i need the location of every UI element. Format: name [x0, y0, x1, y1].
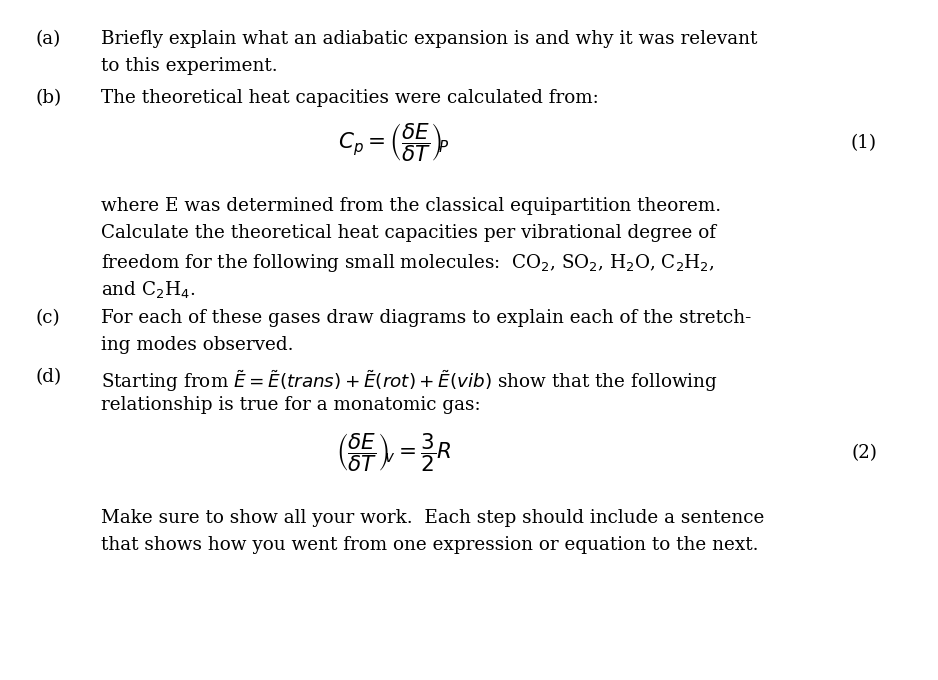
- Text: For each of these gases draw diagrams to explain each of the stretch-: For each of these gases draw diagrams to…: [101, 309, 751, 326]
- Text: (1): (1): [851, 134, 877, 152]
- Text: Make sure to show all your work.  Each step should include a sentence: Make sure to show all your work. Each st…: [101, 509, 764, 526]
- Text: $C_p = \left(\dfrac{\delta E}{\delta T}\right)_{\!\!P}$: $C_p = \left(\dfrac{\delta E}{\delta T}\…: [339, 122, 449, 164]
- Text: (c): (c): [36, 309, 60, 326]
- Text: Briefly explain what an adiabatic expansion is and why it was relevant: Briefly explain what an adiabatic expans…: [101, 30, 758, 48]
- Text: (a): (a): [36, 30, 61, 48]
- Text: (2): (2): [851, 444, 877, 462]
- Text: (b): (b): [36, 89, 62, 107]
- Text: Calculate the theoretical heat capacities per vibrational degree of: Calculate the theoretical heat capacitie…: [101, 224, 717, 242]
- Text: $\left(\dfrac{\delta E}{\delta T}\right)_{\!\!v} = \dfrac{3}{2}R$: $\left(\dfrac{\delta E}{\delta T}\right)…: [336, 432, 452, 474]
- Text: ing modes observed.: ing modes observed.: [101, 336, 294, 354]
- Text: relationship is true for a monatomic gas:: relationship is true for a monatomic gas…: [101, 396, 481, 413]
- Text: where E was determined from the classical equipartition theorem.: where E was determined from the classica…: [101, 197, 721, 215]
- Text: freedom for the following small molecules:  CO$_2$, SO$_2$, H$_2$O, C$_2$H$_2$,: freedom for the following small molecule…: [101, 252, 715, 273]
- Text: (d): (d): [36, 369, 62, 386]
- Text: The theoretical heat capacities were calculated from:: The theoretical heat capacities were cal…: [101, 89, 599, 107]
- Text: and C$_2$H$_4$.: and C$_2$H$_4$.: [101, 279, 196, 300]
- Text: that shows how you went from one expression or equation to the next.: that shows how you went from one express…: [101, 536, 759, 554]
- Text: Starting from $\tilde{E} = \tilde{E}(\mathit{trans})+\tilde{E}(\mathit{rot})+\ti: Starting from $\tilde{E} = \tilde{E}(\ma…: [101, 369, 718, 394]
- Text: to this experiment.: to this experiment.: [101, 57, 278, 75]
